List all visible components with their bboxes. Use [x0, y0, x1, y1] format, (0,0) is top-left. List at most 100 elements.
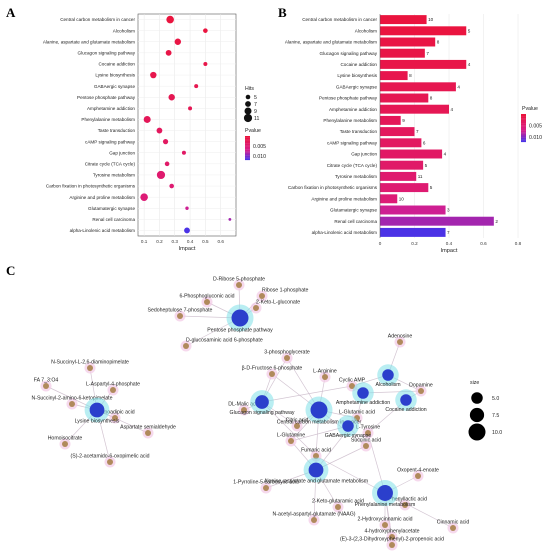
panel-a-x-axis-title: Impact [179, 246, 196, 252]
panel-b-bar [380, 138, 422, 148]
panel-b-bar [380, 227, 446, 237]
panel-a-category-label: Central carbon metabolism in cancer [60, 17, 135, 22]
panel-b-bar [380, 48, 425, 58]
panel-c-pathway-label: Amphetamine addiction [336, 400, 390, 406]
panel-a-dot [194, 84, 199, 89]
panel-c-metabolite-label: Homoisocitrate [48, 436, 83, 442]
panel-c-metabolite-label: L-Aspartyl-4-phosphate [86, 382, 140, 388]
panel-c-metabolite-node [87, 365, 93, 371]
panel-c-metabolite-node [349, 383, 355, 389]
panel-b-pvalue-legend-swatch [521, 130, 526, 133]
panel-c-size-legend-dot [471, 392, 483, 404]
panel-b-bar [380, 171, 417, 181]
panel-c-pathway-label: Pentose phosphate pathway [207, 328, 273, 334]
panel-a-category-label: Glucagon signaling pathway [78, 50, 136, 55]
panel-c-metabolite-label: DL-Malic acid [228, 402, 260, 408]
panel-a-hits-legend-label: 11 [254, 116, 259, 122]
panel-c-metabolite-label: (S)-2-acetamido-6-oxopimelic acid [71, 454, 150, 460]
panel-a-pvalue-legend-swatch [245, 152, 250, 155]
panel-c-pathway-label: GABAergic synapse [325, 433, 372, 439]
panel-b-category-label: alpha-Linolenic acid metabolism [312, 230, 378, 235]
panel-c-metabolite-node [236, 282, 242, 288]
panel-c-pathway-node [377, 485, 393, 501]
panel-b-bar [380, 160, 424, 170]
panel-c-size-legend-dot [468, 423, 486, 441]
panel-a-category-label: Carbon fixation in photosynthetic organi… [46, 184, 136, 189]
panel-a-dot [185, 206, 189, 210]
panel-b-bar [380, 59, 467, 69]
panel-b-pvalue-legend-swatch [521, 132, 526, 134]
panel-a-pvalue-legend-tick: 0.010 [253, 154, 266, 160]
panel-c-metabolite-label: Cinnamic acid [437, 520, 470, 526]
panel-c-pathway-node [231, 309, 249, 327]
panel-a-pvalue-legend-swatch [245, 157, 250, 159]
panel-b-category-label: Taste transduction [340, 129, 378, 134]
panel-c-size-legend-label: 10.0 [492, 430, 502, 436]
panel-b-category-label: Gap junction [351, 152, 377, 157]
panel-c-metabolite-label: D-Phenyllactic acid [383, 497, 427, 503]
panel-b-category-label: Carbon fixation in photosynthetic organi… [288, 185, 378, 190]
panel-c-edge [261, 401, 317, 457]
panel-c-metabolite-label: Oxopent-4-enoate [397, 468, 439, 474]
panel-b-pvalue-legend-swatch [521, 122, 526, 124]
panel-b-pvalue-legend-tick: 0.005 [529, 123, 542, 129]
panel-b-pvalue-legend-swatch [521, 140, 526, 143]
panel-a-dot [150, 71, 157, 79]
panel-a-hits-legend-label: 7 [254, 102, 257, 108]
panel-a-category-label: Gap junction [109, 150, 135, 155]
panel-c-metabolite-node [311, 517, 317, 523]
panel-c-metabolite-node [259, 293, 265, 299]
panel-a-dot [168, 94, 175, 101]
panel-b-pvalue-legend-swatch [521, 119, 526, 122]
panel-c-metabolite-label: 2-Keto-L-gluconate [256, 300, 300, 306]
panel-c-metabolite-node [389, 542, 395, 548]
panel-b-category-label: Cocaine addiction [340, 62, 377, 67]
panel-b-category-label: Amphetamine addiction [329, 107, 377, 112]
panel-b-bar-value-label: 2 [495, 219, 498, 224]
panel-b-bar-value-label: 4 [457, 84, 460, 89]
panel-b-bar [380, 194, 398, 204]
panel-c-metabolite-label: L-Tyrosine [356, 425, 380, 431]
panel-c-metabolite-label: Ribose 1-phosphate [262, 288, 309, 294]
panel-c-metabolite-node [313, 453, 319, 459]
panel-a-dot [164, 161, 170, 167]
panel-c-metabolite-label: L-Arginine [313, 369, 337, 375]
panel-a-dot [169, 183, 174, 189]
panel-b-category-label: Renal cell carcinoma [334, 219, 377, 224]
panel-a-category-label: Renal cell carcinoma [92, 217, 135, 222]
panel-c-metabolite-node [43, 383, 49, 389]
panel-c-metabolite-node [450, 525, 456, 531]
panel-b-bar-value-label: 5 [468, 28, 471, 33]
panel-b-pvalue-legend-swatch [521, 123, 526, 126]
panel-c-metabolite-label: Fumaric acid [301, 448, 331, 454]
panel-b-category-label: Alcoholism [355, 28, 377, 33]
panel-c-pathway-label: Central carbon metabolism in cancer [277, 420, 362, 426]
panel-c-pathway-label: Phenylalanine metabolism [355, 502, 416, 508]
panel-c-size-legend-title: size [470, 380, 479, 386]
panel-b-bar [380, 149, 443, 159]
panel-b-category-label: Glutamatergic synapse [330, 208, 377, 213]
panel-a-dot [188, 106, 193, 111]
panel-c-metabolite-node [389, 534, 395, 540]
panel-a-hits-legend-dot [245, 101, 251, 107]
panel-a-hits-legend-title: Hits [245, 86, 254, 92]
panel-b-category-label: Phenylalanine metabolism [323, 118, 377, 123]
panel-b-pvalue-legend-swatch [521, 118, 526, 120]
panel-c-metabolite-label: 3-phosphoglycerate [264, 350, 310, 356]
panel-c-network: D-Ribose 5-phosphate Ribose 1-phosphate 6-… [31, 277, 502, 551]
panel-a-pvalue-legend-swatch [245, 158, 250, 161]
panel-b-pvalue-legend-swatch [521, 121, 526, 123]
panel-c-metabolite-label: L-Glutamic acid [339, 410, 375, 416]
panel-c-size-legend-label: 7.5 [492, 413, 499, 419]
panel-a-dot [143, 115, 151, 123]
panel-b-bar-value-label: 7 [447, 230, 450, 235]
panel-b-category-label: GABAergic synapse [336, 84, 378, 89]
panel-a-pvalue-legend-tick: 0.005 [253, 144, 266, 150]
panel-c-metabolite-label: β-D-Fructose 6-phosphate [242, 366, 303, 372]
panel-c-metabolite-label: N-Succinyl-2-amino-6-ketopimelate [31, 396, 112, 402]
panel-c-metabolite-label: L-Glutamine [277, 433, 305, 439]
panel-c-pathway-node [310, 401, 328, 419]
panel-c-metabolite-node [294, 423, 300, 429]
panel-c-metabolite-label: D-Ribose 5-phosphate [213, 277, 265, 283]
panel-a-category-label: Pentose phosphate pathway [77, 95, 136, 100]
